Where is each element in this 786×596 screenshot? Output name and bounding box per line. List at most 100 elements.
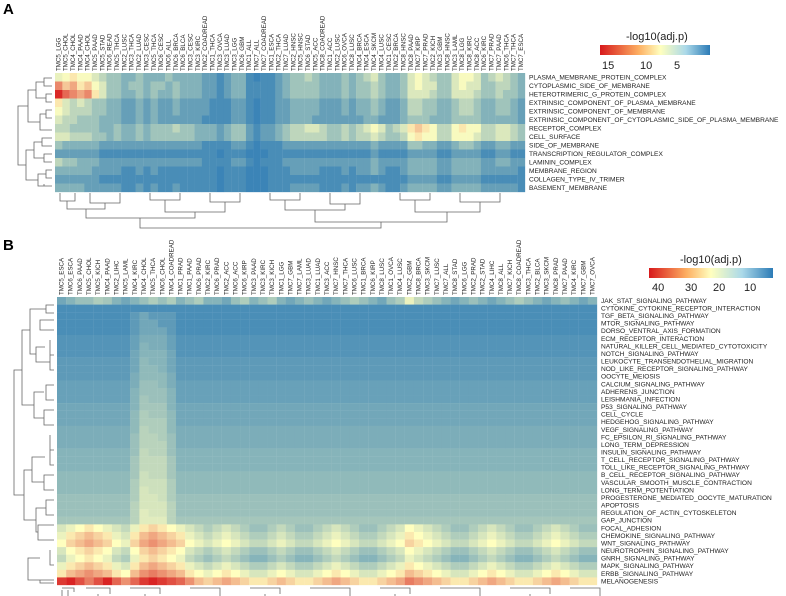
heatmap-b-cell (468, 554, 479, 563)
heatmap-b-cell (505, 433, 515, 442)
heatmap-b-cell (130, 494, 140, 502)
heatmap-b-cell (304, 463, 314, 472)
heatmap-b-cell (514, 342, 524, 351)
heatmap-b-cell (331, 357, 341, 366)
heatmap-b-cell (349, 365, 360, 373)
heatmap-b-cell (157, 433, 167, 442)
heatmap-b-cell (569, 304, 579, 313)
heatmap-b-cell (404, 372, 415, 381)
heatmap-b-cell (75, 357, 85, 366)
heatmap-b-column-label: TMC2_KIRC (205, 259, 212, 295)
heatmap-b-cell (478, 577, 488, 586)
heatmap-a-cell (348, 107, 357, 116)
heatmap-b-cell (432, 539, 442, 548)
heatmap-b-row-label: NEUROTROPHIN_SIGNALING_PATHWAY (601, 548, 729, 555)
heatmap-b-cell (185, 372, 195, 381)
heatmap-b-cell (148, 577, 158, 586)
heatmap-b-cell (111, 380, 122, 389)
heatmap-a-cell (77, 107, 85, 116)
heatmap-b-cell (111, 516, 122, 525)
heatmap-b-cell (468, 418, 479, 426)
heatmap-b-cell (578, 539, 588, 548)
heatmap-b-cell (331, 334, 341, 343)
heatmap-b-cell (93, 395, 103, 404)
heatmap-a-cell (378, 98, 386, 108)
heatmap-b-column-label: TMC4_COADREAD (168, 239, 175, 295)
heatmap-b-cell (413, 448, 424, 457)
heatmap-b-cell (304, 304, 314, 313)
heatmap-a-cell (245, 73, 254, 82)
heatmap-b-cell (75, 501, 85, 510)
heatmap-a-cell (466, 183, 474, 193)
heatmap-b-cell (487, 539, 497, 548)
heatmap-b-cell (542, 448, 552, 457)
heatmap-b-cell (230, 334, 241, 343)
heatmap-b-cell (194, 516, 204, 525)
heatmap-b-cell (331, 403, 341, 411)
heatmap-b-cell (57, 365, 67, 373)
heatmap-a-cell (444, 73, 452, 82)
heatmap-a-column-label: TMC4_ESCA (364, 33, 371, 71)
heatmap-b-cell (322, 403, 332, 411)
heatmap-b-cell (322, 410, 332, 419)
heatmap-b-cell (487, 577, 497, 586)
heatmap-b-cell (468, 365, 479, 373)
heatmap-b-cell (532, 448, 543, 457)
heatmap-a-cell (297, 98, 305, 108)
heatmap-b-cell (93, 357, 103, 366)
heatmap-b-cell (368, 531, 378, 540)
heatmap-b-cell (395, 425, 405, 434)
heatmap-a-cell (150, 81, 158, 91)
heatmap-b-cell (267, 478, 277, 487)
heatmap-b-cell (496, 448, 506, 457)
heatmap-b-cell (84, 501, 94, 510)
heatmap-a-cell (517, 124, 526, 133)
heatmap-b-cell (569, 486, 579, 495)
heatmap-a-cell (378, 115, 386, 125)
heatmap-a-cell (267, 141, 276, 150)
heatmap-a-column-label: TMC4_CHOL (85, 33, 92, 71)
heatmap-b-cell (551, 516, 561, 525)
heatmap-b-cell (276, 395, 286, 404)
heatmap-b-cell (313, 297, 323, 305)
heatmap-a-cell (282, 141, 291, 150)
heatmap-b-cell (340, 365, 351, 373)
heatmap-b-cell (212, 524, 222, 533)
heatmap-b-cell (551, 433, 561, 442)
heatmap-b-cell (496, 531, 506, 540)
heatmap-b-cell (203, 441, 213, 449)
heatmap-b-cell (359, 562, 369, 570)
heatmap-b-cell (478, 547, 488, 555)
heatmap-a-cell (348, 98, 357, 108)
heatmap-b-cell (276, 418, 286, 426)
heatmap-a-cell (113, 132, 122, 142)
heatmap-b-cell (221, 456, 232, 464)
heatmap-b-cell (368, 441, 378, 449)
heatmap-b-cell (478, 319, 488, 328)
heatmap-b-cell (276, 539, 286, 548)
heatmap-b-cell (432, 433, 442, 442)
heatmap-b-cell (404, 380, 415, 389)
heatmap-b-cell (459, 463, 470, 472)
heatmap-b-cell (102, 342, 113, 351)
heatmap-b-row-label: ADHERENS_JUNCTION (601, 389, 675, 396)
heatmap-b-cell (75, 471, 85, 480)
heatmap-b-cell (57, 509, 67, 517)
heatmap-b-cell (84, 448, 94, 457)
heatmap-b-cell (505, 478, 515, 487)
heatmap-b-cell (267, 297, 277, 305)
heatmap-b-cell (514, 372, 524, 381)
heatmap-b-cell (331, 547, 341, 555)
heatmap-b-cell (505, 319, 515, 328)
heatmap-b-cell (175, 441, 186, 449)
heatmap-b-cell (395, 372, 405, 381)
heatmap-b-cell (542, 319, 552, 328)
heatmap-a-cell (473, 183, 482, 193)
heatmap-b-cell (551, 395, 561, 404)
heatmap-b-cell (240, 387, 250, 396)
heatmap-a-row-label: PLASMA_MEMBRANE_PROTEIN_COMPLEX (529, 75, 667, 82)
heatmap-b-cell (304, 418, 314, 426)
heatmap-b-cell (441, 418, 451, 426)
heatmap-a-cell (143, 166, 151, 176)
heatmap-b-cell (294, 312, 305, 320)
